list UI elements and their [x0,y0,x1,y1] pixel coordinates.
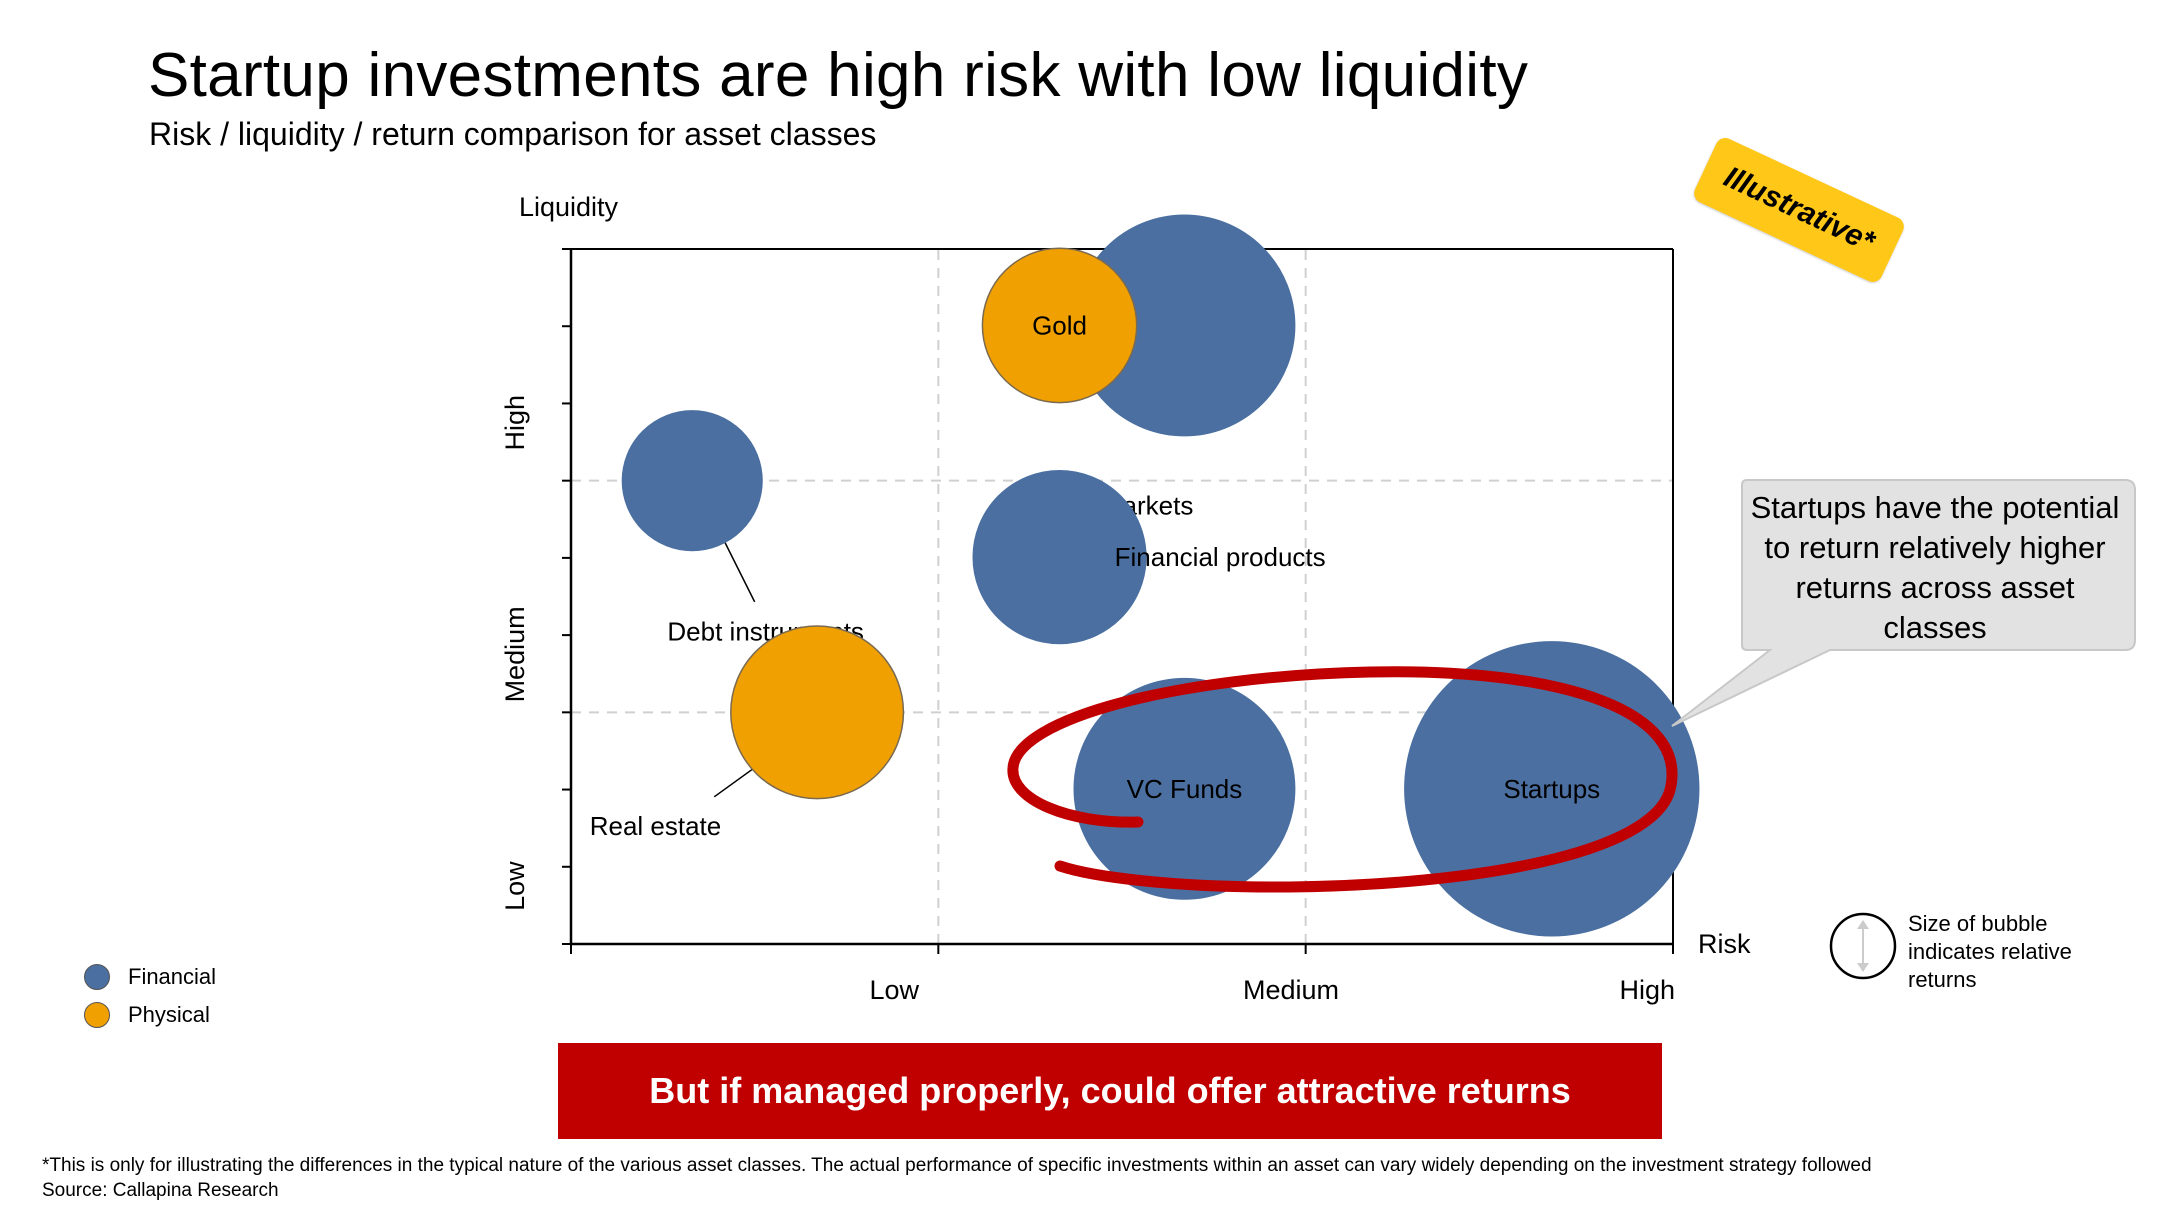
footnote: *This is only for illustrating the diffe… [42,1153,1872,1203]
legend-label: Financial [128,964,217,989]
y-tick-labels: Low Medium High [500,395,530,911]
x-tick-labels: Low Medium High [869,975,1675,1005]
x-tick-label: High [1620,975,1676,1005]
bubble-label: Startups [1503,774,1600,804]
bubble [1073,677,1296,900]
legend-financial-swatch [84,964,110,990]
callout-text: Startups have the potential to return re… [1750,490,2120,645]
page-title: Startup investments are high risk with l… [148,41,1529,110]
y-tick-label: Medium [500,606,530,702]
legend-label: Physical [128,1002,210,1027]
leader-line [720,535,756,603]
legend-item-financial: Financial [84,958,216,996]
bubble [981,247,1138,404]
x-axis-label: Risk [1698,929,1751,959]
legend-physical-swatch [84,1002,110,1028]
size-note: Size of bubble indicates relative return… [1908,911,2072,992]
bubble [730,625,905,800]
bottom-banner: But if managed properly, could offer att… [558,1043,1662,1139]
x-tick-label: Medium [1243,975,1339,1005]
legend: Financial Physical [84,958,216,1034]
bubble-label: Real estate [590,811,722,841]
highlight-ellipse [1007,666,1678,893]
y-axis-label: Liquidity [519,192,619,222]
y-tick-label: High [500,395,530,451]
callout-shape [1671,479,2136,727]
bubble-label: Gold [1032,310,1087,340]
bubble-label: Financial products [1115,542,1326,572]
legend-item-physical: Physical [84,996,216,1034]
y-tick-label: Low [500,861,530,911]
source-text: Source: Callapina Research [42,1180,279,1201]
footnote-text: *This is only for illustrating the diffe… [42,1155,1872,1176]
x-tick-label: Low [869,975,919,1005]
bubble [621,410,763,552]
page-subtitle: Risk / liquidity / return comparison for… [149,116,877,152]
size-indicator-icon [1829,912,1897,980]
bubble-label: VC Funds [1127,774,1243,804]
bubble [972,470,1147,645]
